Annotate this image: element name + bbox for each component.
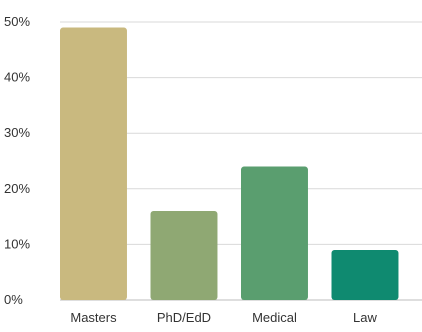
y-tick-label: 50% [4,14,30,29]
x-category-label: Law [353,310,377,325]
x-category-label: Masters [70,310,117,325]
bar [331,249,399,300]
y-tick-label: 0% [4,292,23,307]
y-tick-label: 30% [4,125,30,140]
y-tick-label: 10% [4,236,30,251]
y-tick-label: 40% [4,70,30,85]
x-category-label: PhD/EdD [157,310,211,325]
y-axis-ticks: 0% 10% 20% 30% 40% 50% [4,14,30,307]
bar [60,27,127,301]
bar [241,166,308,300]
y-tick-label: 20% [4,181,30,196]
bar [150,211,218,300]
bars [60,27,399,301]
x-category-label: Medical [252,310,297,325]
x-axis-labels: Masters PhD/EdD Medical Law [70,310,377,325]
